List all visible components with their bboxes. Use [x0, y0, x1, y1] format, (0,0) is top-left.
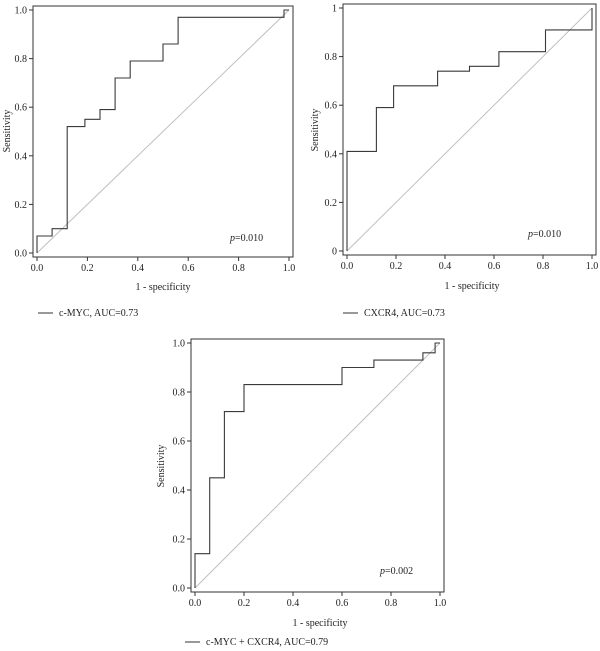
y-tick-label: 0 — [332, 247, 337, 258]
p-value: =0.002 — [385, 566, 413, 577]
y-tick-label: 0.4 — [325, 149, 338, 160]
x-tick-label: 0.6 — [336, 598, 349, 609]
x-axis-label: 1 - specificity — [136, 282, 191, 293]
y-tick-label: 0.2 — [173, 535, 186, 546]
p-value-annotation: p=0.002 — [379, 566, 413, 577]
y-tick-label: 0.2 — [325, 198, 338, 209]
y-axis-label: Sensitivity — [156, 445, 167, 488]
y-tick-label: 1.0 — [173, 339, 186, 350]
p-symbol: p — [527, 229, 533, 240]
x-axis-label: 1 - specificity — [293, 618, 348, 629]
x-tick-label: 0.4 — [132, 263, 145, 274]
p-symbol: p — [379, 566, 385, 577]
legend-label: c-MYC + CXCR4, AUC=0.79 — [206, 637, 328, 648]
y-tick-label: 0.6 — [325, 101, 338, 112]
y-axis-label: Sensitivity — [310, 109, 321, 152]
plot-frame — [32, 5, 294, 258]
y-tick-label: 0.8 — [15, 54, 28, 65]
x-tick-label: 0.6 — [488, 261, 501, 272]
y-tick-label: 1.0 — [15, 6, 28, 17]
y-tick-label: 0.2 — [15, 200, 28, 211]
y-tick-label: 0.0 — [15, 249, 28, 260]
legend: CXCR4, AUC=0.73 — [343, 308, 445, 319]
roc-chart-2: 0.0 0.2 0.4 0.6 0.8 1.0 0 0.2 0.4 0.6 0.8 1 1 - spec… — [310, 3, 599, 319]
roc-curve — [36, 9, 289, 253]
legend-label: CXCR4, AUC=0.73 — [364, 308, 445, 319]
legend: c-MYC, AUC=0.73 — [38, 308, 138, 319]
x-tick-label: 1.0 — [586, 261, 599, 272]
x-tick-label: 0.2 — [238, 598, 251, 609]
x-tick-label: 1.0 — [434, 598, 447, 609]
p-value-annotation: p=0.010 — [527, 229, 561, 240]
y-tick-label: 0.8 — [325, 52, 338, 63]
p-value: =0.010 — [235, 233, 263, 244]
reference-diagonal — [346, 7, 593, 252]
x-tick-label: 0.8 — [232, 263, 245, 274]
x-tick-label: 0.8 — [537, 261, 550, 272]
plot-frame — [190, 338, 445, 593]
x-tick-label: 0.0 — [189, 598, 202, 609]
x-tick-label: 0.0 — [341, 261, 354, 272]
y-axis-label: Sensitivity — [2, 110, 13, 153]
y-tick-label: 0.4 — [15, 151, 28, 162]
reference-diagonal — [36, 9, 290, 254]
roc-chart-1: 0.0 0.2 0.4 0.6 0.8 1.0 0.0 0.2 0.4 0.6 0.8 1.0 1 - … — [2, 5, 296, 319]
x-tick-label: 0.4 — [287, 598, 300, 609]
x-tick-label: 0.4 — [439, 261, 452, 272]
legend-label: c-MYC, AUC=0.73 — [59, 308, 138, 319]
y-tick-label: 0.4 — [173, 486, 186, 497]
y-tick-label: 0.6 — [173, 437, 186, 448]
p-symbol: p — [229, 233, 235, 244]
x-tick-label: 1.0 — [283, 263, 296, 274]
p-value-annotation: p=0.010 — [229, 233, 263, 244]
y-tick-label: 0.8 — [173, 388, 186, 399]
y-tick-label: 0.0 — [173, 584, 186, 595]
roc-curve — [346, 8, 593, 251]
y-tick-label: 0.6 — [15, 103, 28, 114]
p-value: =0.010 — [533, 229, 561, 240]
roc-curve — [194, 342, 440, 588]
x-tick-label: 0.2 — [81, 263, 94, 274]
roc-chart-3: 0.0 0.2 0.4 0.6 0.8 1.0 0.0 0.2 0.4 0.6 0.8 1.0 1 - … — [156, 338, 447, 648]
x-axis-label: 1 - specificity — [445, 281, 500, 292]
x-tick-label: 0.0 — [31, 263, 44, 274]
reference-diagonal — [194, 342, 441, 589]
y-tick-label: 1 — [332, 4, 337, 15]
x-tick-label: 0.6 — [182, 263, 195, 274]
x-tick-label: 0.2 — [390, 261, 403, 272]
x-tick-label: 0.8 — [385, 598, 398, 609]
legend: c-MYC + CXCR4, AUC=0.79 — [185, 637, 328, 648]
plot-frame — [342, 3, 597, 256]
